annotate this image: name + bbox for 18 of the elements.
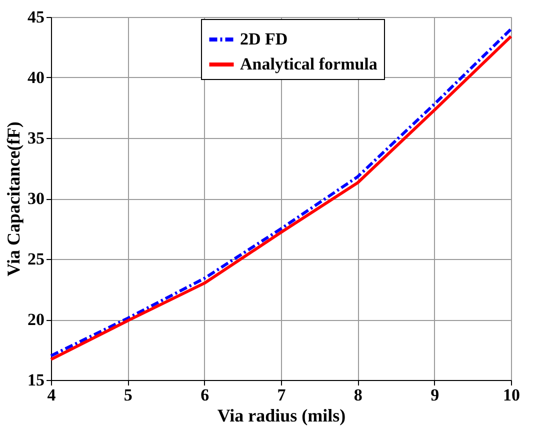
x-tick-label: 6 bbox=[200, 386, 210, 404]
x-tick-label: 9 bbox=[430, 386, 440, 404]
y-tick-label: 15 bbox=[28, 370, 44, 390]
legend-label: 2D FD bbox=[240, 30, 288, 48]
x-tick-label: 8 bbox=[354, 386, 362, 404]
y-tick-label: 25 bbox=[28, 250, 44, 268]
x-tick-label: 7 bbox=[277, 386, 286, 404]
legend-label: Analytical formula bbox=[240, 54, 378, 74]
y-tick-label: 30 bbox=[28, 189, 44, 208]
y-tick-label: 45 bbox=[28, 8, 44, 26]
y-tick-label: 35 bbox=[28, 128, 44, 148]
x-axis-title: Via radius (mils) bbox=[217, 406, 346, 426]
y-axis-title: Via Capacitance(fF) bbox=[4, 122, 24, 276]
y-tick-label: 40 bbox=[28, 68, 44, 87]
y-tick-label: 20 bbox=[28, 310, 44, 329]
x-tick-label: 10 bbox=[503, 386, 520, 404]
x-tick-label: 5 bbox=[124, 386, 132, 404]
x-tick-label: 4 bbox=[47, 386, 56, 404]
